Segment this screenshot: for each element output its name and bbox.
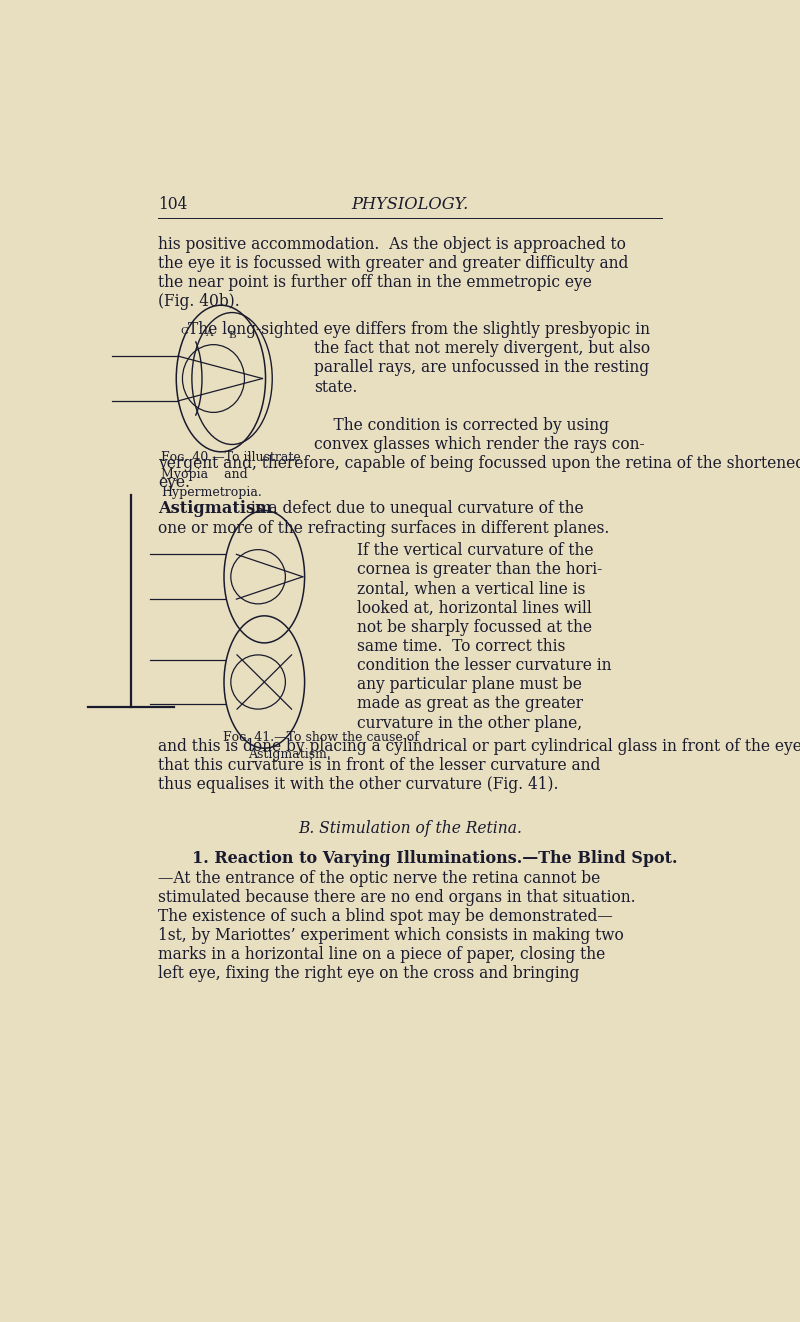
Text: Fᴏɢ. 40.—To illustrate: Fᴏɢ. 40.—To illustrate bbox=[162, 451, 301, 464]
Text: A: A bbox=[206, 329, 213, 338]
Text: vergent and, therefore, capable of being focussed upon the retina of the shorten: vergent and, therefore, capable of being… bbox=[158, 455, 800, 472]
Text: Hypermetropia.: Hypermetropia. bbox=[162, 485, 262, 498]
Text: zontal, when a vertical line is: zontal, when a vertical line is bbox=[358, 580, 586, 598]
Text: that this curvature is in front of the lesser curvature and: that this curvature is in front of the l… bbox=[158, 756, 601, 773]
Text: one or more of the refracting surfaces in different planes.: one or more of the refracting surfaces i… bbox=[158, 520, 610, 537]
Text: The existence of such a blind spot may be demonstrated—: The existence of such a blind spot may b… bbox=[158, 908, 613, 925]
Text: curvature in the other plane,: curvature in the other plane, bbox=[358, 714, 582, 731]
Text: the near point is further off than in the emmetropic eye: the near point is further off than in th… bbox=[158, 274, 592, 291]
Text: the eye it is focussed with greater and greater difficulty and: the eye it is focussed with greater and … bbox=[158, 255, 629, 272]
Text: convex glasses which render the rays con-: convex glasses which render the rays con… bbox=[314, 436, 645, 453]
Text: thus equalises it with the other curvature (Fig. 41).: thus equalises it with the other curvatu… bbox=[158, 776, 558, 793]
Text: B: B bbox=[228, 330, 236, 340]
Text: made as great as the greater: made as great as the greater bbox=[358, 695, 583, 713]
Text: (Fig. 40b).: (Fig. 40b). bbox=[158, 293, 240, 311]
Text: 1. Reaction to Varying Illuminations.—The Blind Spot.: 1. Reaction to Varying Illuminations.—Th… bbox=[192, 850, 678, 867]
Text: Myopia    and: Myopia and bbox=[162, 468, 248, 481]
Text: parallel rays, are unfocussed in the resting: parallel rays, are unfocussed in the res… bbox=[314, 360, 649, 377]
Text: cornea is greater than the hori-: cornea is greater than the hori- bbox=[358, 562, 602, 579]
Text: B. Stimulation of the Retina.: B. Stimulation of the Retina. bbox=[298, 820, 522, 837]
Text: his positive accommodation.  As the object is approached to: his positive accommodation. As the objec… bbox=[158, 237, 626, 253]
Text: Fᴏɢ. 41.—To show the cause of: Fᴏɢ. 41.—To show the cause of bbox=[223, 731, 419, 744]
Text: 1st, by Mariottes’ experiment which consists in making two: 1st, by Mariottes’ experiment which cons… bbox=[158, 927, 624, 944]
Text: Astigmatism.: Astigmatism. bbox=[248, 748, 331, 761]
Text: not be sharply focussed at the: not be sharply focussed at the bbox=[358, 619, 592, 636]
Text: PHYSIOLOGY.: PHYSIOLOGY. bbox=[351, 196, 469, 213]
Text: the fact that not merely divergent, but also: the fact that not merely divergent, but … bbox=[314, 340, 650, 357]
Text: is a defect due to unequal curvature of the: is a defect due to unequal curvature of … bbox=[246, 501, 584, 517]
Text: stimulated because there are no end organs in that situation.: stimulated because there are no end orga… bbox=[158, 888, 636, 906]
Text: C: C bbox=[181, 327, 189, 336]
Text: any particular plane must be: any particular plane must be bbox=[358, 677, 582, 693]
Text: same time.  To correct this: same time. To correct this bbox=[358, 639, 566, 654]
Text: If the vertical curvature of the: If the vertical curvature of the bbox=[358, 542, 594, 559]
Text: Astigmatism: Astigmatism bbox=[158, 501, 273, 517]
Text: marks in a horizontal line on a piece of paper, closing the: marks in a horizontal line on a piece of… bbox=[158, 947, 606, 964]
Text: The condition is corrected by using: The condition is corrected by using bbox=[314, 416, 609, 434]
Text: condition the lesser curvature in: condition the lesser curvature in bbox=[358, 657, 612, 674]
Text: eye.: eye. bbox=[158, 475, 190, 492]
Text: 104: 104 bbox=[158, 196, 188, 213]
Text: looked at, horizontal lines will: looked at, horizontal lines will bbox=[358, 600, 592, 617]
Text: state.: state. bbox=[314, 378, 358, 395]
Text: —At the entrance of the optic nerve the retina cannot be: —At the entrance of the optic nerve the … bbox=[158, 870, 601, 887]
Text: and this is done by placing a cylindrical or part cylindrical glass in front of : and this is done by placing a cylindrica… bbox=[158, 738, 800, 755]
Text: The long-sighted eye differs from the slightly presbyopic in: The long-sighted eye differs from the sl… bbox=[188, 321, 650, 338]
Text: left eye, fixing the right eye on the cross and bringing: left eye, fixing the right eye on the cr… bbox=[158, 965, 580, 982]
